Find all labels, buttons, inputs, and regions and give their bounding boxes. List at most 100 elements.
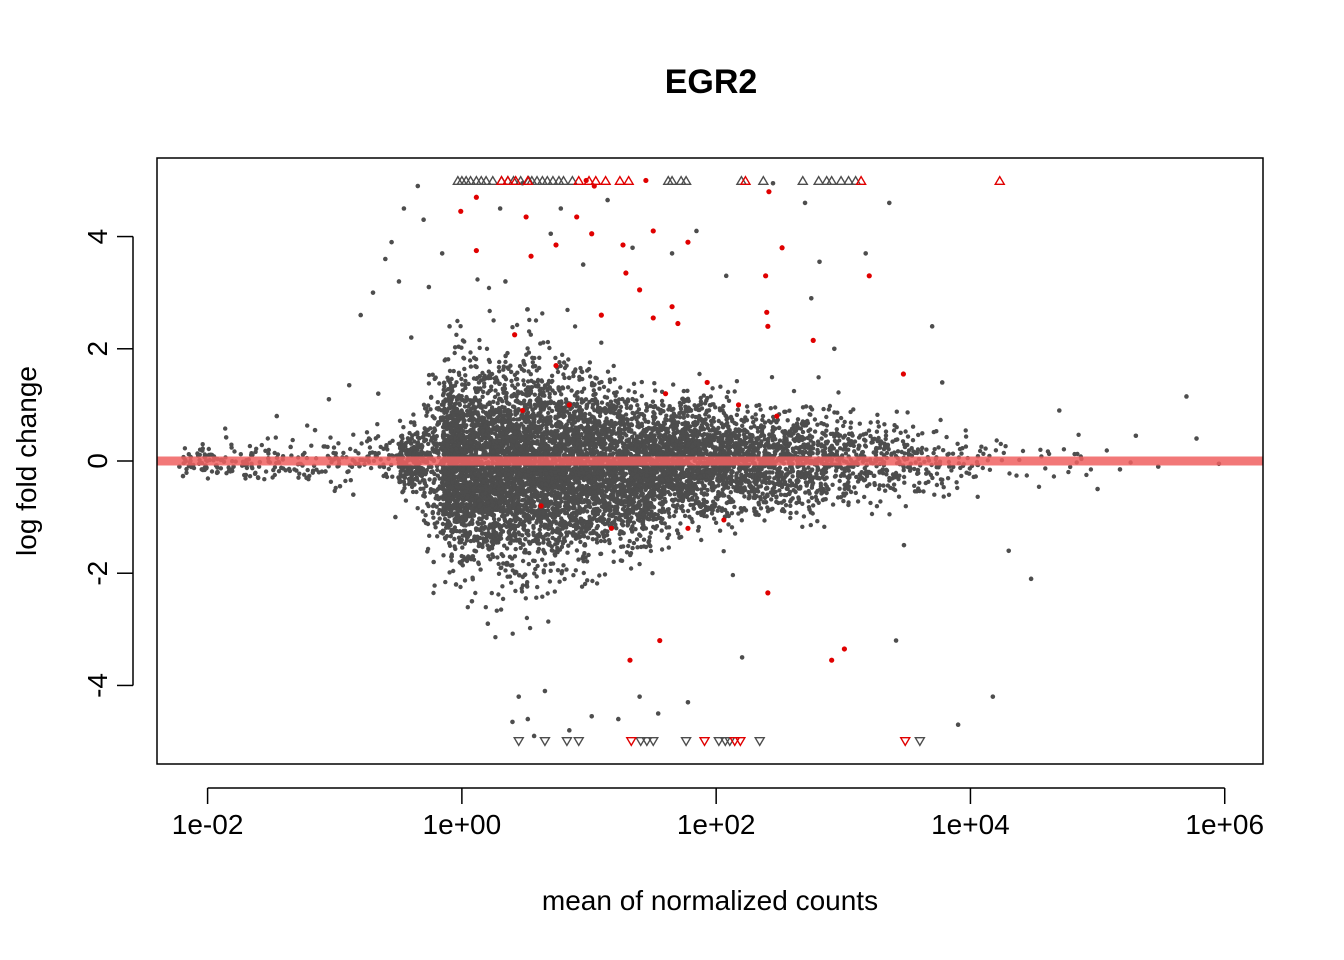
data-point — [510, 383, 515, 388]
data-point — [912, 466, 917, 472]
data-point — [822, 524, 827, 529]
data-point — [807, 491, 812, 496]
data-point — [876, 486, 882, 492]
data-point — [852, 485, 857, 490]
data-point — [874, 429, 880, 434]
data-point — [869, 511, 875, 517]
data-point — [276, 469, 282, 474]
data-point — [963, 428, 968, 433]
data-point — [553, 355, 558, 361]
data-point — [681, 388, 686, 394]
data-point — [822, 477, 827, 482]
data-point — [498, 531, 503, 536]
data-point — [794, 510, 799, 515]
data-point — [685, 413, 690, 418]
data-point — [628, 551, 634, 556]
data-point — [667, 492, 673, 497]
data-point — [903, 504, 908, 509]
data-point — [809, 495, 815, 500]
data-point — [833, 473, 838, 478]
data-point — [826, 407, 831, 412]
data-point — [423, 513, 428, 518]
data-point — [998, 441, 1003, 447]
data-point — [875, 419, 880, 425]
data-point — [552, 589, 557, 594]
data-point — [390, 474, 395, 479]
data-point — [398, 449, 404, 455]
data-point — [522, 362, 527, 367]
data-point — [696, 524, 701, 530]
data-point — [824, 428, 829, 433]
data-point — [837, 478, 842, 484]
data-point — [611, 559, 616, 564]
data-point — [618, 404, 624, 410]
data-point — [883, 436, 888, 442]
data-point — [200, 442, 205, 447]
data-point — [540, 311, 545, 316]
data-point — [816, 500, 821, 505]
data-point — [647, 535, 652, 540]
data-point — [256, 464, 262, 469]
data-point — [496, 571, 502, 576]
data-point — [732, 504, 737, 510]
data-point — [607, 512, 612, 518]
data-point — [716, 425, 721, 431]
data-point — [537, 527, 542, 532]
data-point — [465, 605, 470, 610]
data-point — [425, 546, 431, 552]
data-point — [891, 428, 897, 433]
data-point — [498, 607, 504, 612]
data-point — [602, 572, 608, 577]
data-point — [480, 370, 485, 376]
data-point — [745, 409, 750, 414]
data-point — [652, 381, 657, 386]
data-point — [570, 505, 575, 510]
data-point — [420, 509, 425, 514]
data-point — [939, 481, 945, 486]
data-point — [597, 386, 602, 391]
data-point — [905, 410, 910, 415]
data-point — [920, 431, 925, 436]
data-point — [788, 515, 793, 521]
data-point — [514, 322, 520, 328]
data-point — [223, 426, 228, 431]
data-point — [521, 382, 527, 387]
data-point — [884, 472, 889, 477]
data-point — [958, 465, 963, 471]
data-point — [894, 409, 899, 414]
data-point — [561, 360, 567, 365]
data-point — [238, 452, 243, 457]
data-point — [837, 486, 842, 491]
data-point — [846, 436, 851, 442]
data-point — [926, 470, 931, 475]
data-point — [549, 408, 555, 414]
data-point — [545, 339, 551, 345]
data-point — [462, 578, 468, 583]
data-point — [331, 450, 336, 456]
data-point — [343, 478, 348, 484]
data-point — [721, 403, 726, 409]
data-point — [535, 377, 541, 383]
data-point — [508, 563, 513, 568]
data-point — [653, 439, 658, 444]
data-point — [632, 390, 637, 395]
data-point — [451, 568, 456, 574]
data-point — [774, 499, 779, 505]
data-point — [441, 553, 446, 558]
data-point — [1001, 450, 1006, 456]
data-point — [420, 435, 426, 440]
data-point — [513, 546, 518, 552]
data-point — [762, 437, 767, 442]
data-point — [550, 548, 555, 553]
data-point — [1020, 448, 1026, 454]
data-point — [641, 518, 646, 523]
data-point — [912, 483, 917, 488]
data-point — [287, 468, 293, 474]
data-point — [895, 437, 900, 442]
data-point — [872, 481, 877, 486]
data-point — [561, 563, 566, 568]
data-point — [584, 559, 590, 564]
data-point — [500, 596, 506, 602]
data-point — [546, 619, 551, 624]
